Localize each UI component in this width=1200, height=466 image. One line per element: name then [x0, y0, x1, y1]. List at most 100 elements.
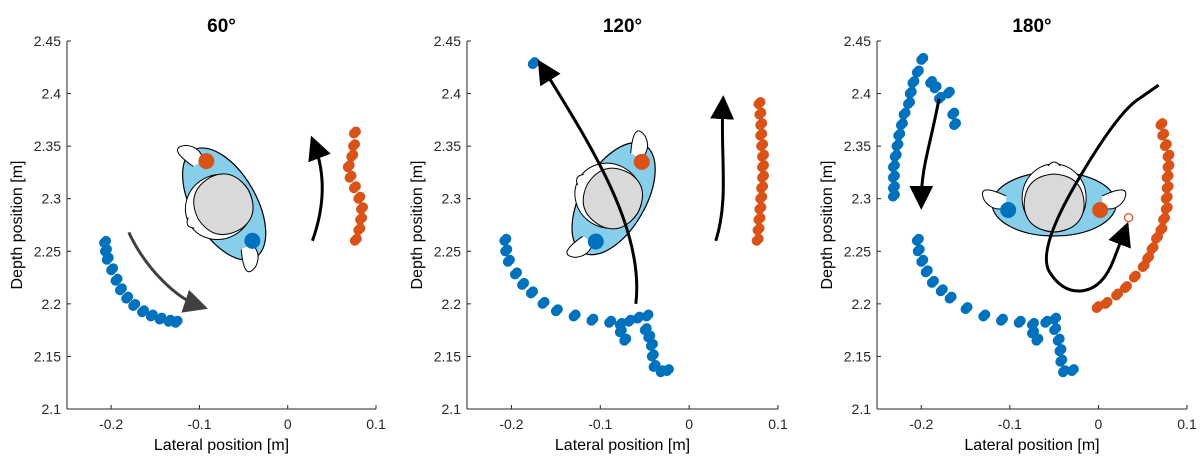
data-point-blue: [937, 284, 948, 295]
data-point-blue: [931, 81, 942, 92]
y-tick-label: 2.1: [42, 401, 62, 417]
data-point-orange: [355, 191, 366, 202]
data-point-orange: [755, 212, 766, 223]
head-diagram: [982, 161, 1127, 237]
motion-arrow: [308, 135, 331, 242]
data-point-blue: [1029, 317, 1039, 328]
x-tick-label: 0: [685, 416, 693, 432]
data-point-blue: [501, 233, 512, 244]
x-axis-label: Lateral position [m]: [555, 437, 690, 454]
data-point-blue: [663, 364, 674, 375]
chart-title: 180°: [1012, 16, 1051, 37]
x-tick-label: 0.1: [768, 416, 788, 432]
data-point-blue: [949, 107, 960, 118]
ear-right: [1101, 189, 1127, 210]
right-marker: [1092, 201, 1109, 218]
data-point-orange: [754, 223, 765, 234]
data-point-orange: [1161, 139, 1172, 150]
data-point-blue: [914, 244, 925, 255]
chart-title: 120°: [603, 16, 642, 37]
data-point-blue: [116, 283, 127, 294]
data-point-orange: [1163, 181, 1174, 192]
left-marker: [587, 233, 604, 250]
data-point-blue: [1029, 326, 1039, 337]
data-point-blue: [906, 86, 917, 97]
x-tick-label: -0.1: [998, 416, 1022, 432]
data-point-orange: [759, 160, 770, 171]
data-point-orange: [1162, 191, 1173, 202]
data-point-blue: [895, 128, 906, 139]
data-point-orange: [755, 97, 766, 108]
data-point-blue: [502, 244, 513, 255]
y-tick-label: 2.25: [34, 243, 61, 259]
y-tick-label: 2.15: [844, 348, 871, 364]
data-point-blue: [130, 298, 141, 309]
data-point-orange: [1162, 202, 1173, 213]
data-point-blue: [606, 315, 617, 326]
data-point-blue: [103, 252, 114, 263]
data-point-blue: [101, 244, 112, 255]
data-point-orange: [1153, 231, 1163, 242]
x-tick-label: -0.2: [909, 416, 933, 432]
data-point-blue: [108, 263, 119, 274]
data-point-blue: [172, 315, 183, 326]
data-point-blue: [139, 305, 150, 316]
data-point-orange: [753, 233, 764, 244]
y-axis-label: Depth position [m]: [9, 161, 26, 290]
ear-left: [566, 235, 594, 258]
x-axis-label: Lateral position [m]: [964, 437, 1099, 454]
data-point-blue: [918, 254, 929, 265]
data-point-blue: [621, 333, 632, 344]
data-point-orange: [1148, 242, 1159, 253]
data-point-blue: [511, 267, 522, 278]
data-point-blue: [650, 359, 661, 370]
y-tick-label: 2.1: [852, 401, 872, 417]
head-top: [582, 167, 644, 230]
left-marker: [244, 232, 261, 249]
data-point-blue: [980, 309, 991, 320]
x-tick-label: 0.1: [1177, 416, 1197, 432]
data-point-blue: [1051, 323, 1062, 334]
data-point-orange: [1093, 301, 1104, 312]
data-point-orange: [757, 118, 768, 129]
nose: [1047, 161, 1061, 167]
data-point-blue: [1056, 344, 1067, 355]
y-tick-label: 2.4: [42, 86, 62, 102]
x-tick-label: 0.1: [366, 416, 386, 432]
y-axis-label: Depth position [m]: [819, 161, 836, 290]
data-point-blue: [909, 76, 920, 87]
data-point-blue: [889, 181, 900, 192]
head-top: [193, 173, 254, 236]
ear-right: [177, 144, 205, 167]
y-tick-label: 2.25: [434, 243, 461, 259]
ear-right: [630, 130, 649, 160]
data-point-orange: [1113, 288, 1124, 299]
y-tick-label: 2.35: [844, 138, 871, 154]
data-point-blue: [645, 330, 656, 341]
motion-arrow: [127, 231, 208, 313]
data-point-orange: [1163, 170, 1174, 181]
y-tick-label: 2.2: [42, 296, 62, 312]
head-diagram: [177, 144, 267, 273]
y-tick-label: 2.45: [844, 33, 871, 49]
motion-arrow: [537, 59, 639, 305]
data-point-blue: [913, 65, 924, 76]
y-tick-label: 2.45: [434, 33, 461, 49]
data-point-orange: [350, 139, 361, 150]
y-tick-label: 2.4: [442, 86, 462, 102]
data-point-blue: [504, 254, 515, 265]
data-point-orange: [1160, 212, 1171, 223]
head-diagram: [566, 130, 656, 258]
data-point-orange: [346, 170, 357, 181]
data-point-blue: [913, 233, 924, 244]
data-point-blue: [1015, 315, 1026, 326]
data-point-blue: [946, 291, 957, 302]
data-point-blue: [944, 86, 955, 97]
nose: [576, 174, 584, 186]
data-point-blue: [893, 139, 904, 150]
data-point-orange: [357, 212, 368, 223]
data-point-blue: [529, 57, 540, 68]
y-tick-label: 2.2: [442, 296, 462, 312]
data-point-blue: [112, 273, 123, 284]
